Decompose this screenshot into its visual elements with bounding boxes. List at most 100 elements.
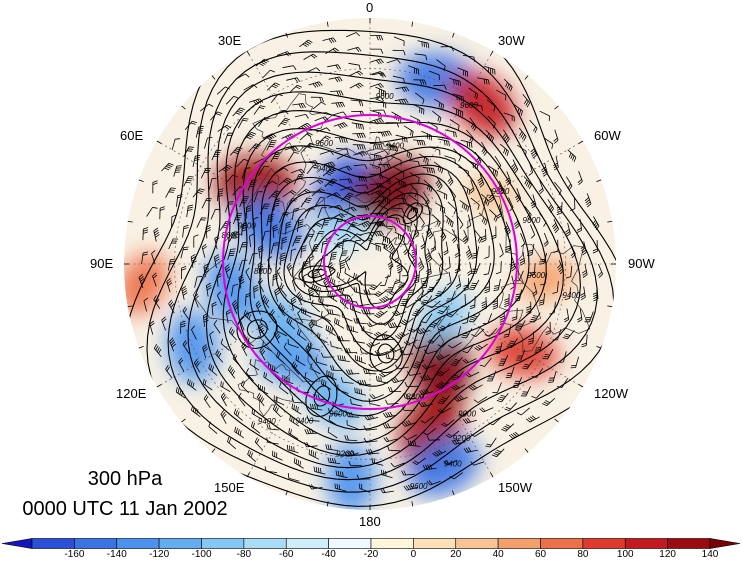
wind-barb (494, 155, 502, 170)
wind-barb (352, 144, 366, 150)
wind-barb (540, 273, 548, 286)
colorbar-box (328, 538, 372, 549)
colorbar-tick-label: 0 (410, 549, 417, 560)
wind-barb (301, 307, 312, 318)
colorbar-box (455, 538, 499, 549)
wind-barb (462, 311, 470, 324)
wind-barb (413, 223, 420, 238)
wind-barb (316, 265, 323, 280)
lon-tick (411, 501, 414, 507)
wind-barb (557, 260, 564, 275)
colorbar-tick-label: 100 (616, 549, 634, 560)
longitude-label: 150E (214, 480, 245, 495)
wind-barb (549, 301, 556, 315)
contour-label: 9400 (563, 291, 581, 300)
wind-barb (375, 242, 388, 250)
wind-barb (369, 281, 382, 291)
wind-barb (374, 310, 388, 318)
lon-tick (285, 490, 288, 496)
wind-barb (216, 86, 230, 95)
wind-barb (175, 387, 186, 399)
lon-tick (246, 472, 250, 478)
wind-barb (216, 291, 223, 306)
lon-tick (127, 305, 133, 308)
wind-barb (348, 233, 362, 242)
wind-barb (449, 472, 464, 480)
wind-barb (230, 146, 243, 156)
wind-barb (527, 243, 535, 257)
contour-label: 8800 (254, 267, 272, 276)
wind-barb (337, 355, 350, 362)
wind-barb (538, 252, 548, 265)
wind-barb (431, 214, 441, 227)
colorbar-box (158, 538, 202, 549)
wind-barb (272, 450, 283, 461)
wind-barb (182, 306, 190, 321)
wind-barb (186, 204, 194, 218)
colorbar-tick-label: 80 (577, 549, 589, 560)
wind-barb (484, 280, 490, 294)
wind-barb (416, 327, 431, 335)
wind-barb (325, 444, 338, 451)
wind-barb (186, 378, 197, 391)
wind-barb (379, 194, 390, 205)
wind-barb (325, 47, 339, 55)
wind-barb (357, 379, 371, 386)
wind-barb (516, 144, 527, 157)
wind-barb (426, 225, 434, 240)
wind-barb (223, 132, 234, 144)
wind-barb (245, 292, 252, 306)
wind-barb (584, 311, 594, 323)
wind-barb (266, 437, 279, 445)
wind-barb (327, 290, 338, 302)
wind-barb (310, 96, 324, 103)
wind-barb (491, 448, 505, 458)
wind-barb (369, 35, 384, 41)
longitude-line (395, 140, 584, 250)
wind-barb (369, 131, 384, 137)
wind-barb (288, 473, 300, 482)
wind-barb (470, 263, 481, 274)
wind-barb (426, 435, 441, 441)
wind-barb (463, 447, 478, 453)
lat-circle-outer (222, 114, 518, 410)
wind-barb (183, 146, 195, 157)
wind-barb (435, 354, 450, 361)
contour-label: 9600 (376, 92, 394, 101)
wind-barb (518, 127, 527, 142)
wind-barb (283, 342, 292, 356)
colorbar-box (31, 538, 75, 549)
wind-barb (312, 101, 326, 110)
wind-barb (251, 421, 261, 434)
wind-barb (247, 179, 257, 191)
wind-barb (466, 214, 472, 229)
colorbar-tick-label: -80 (236, 549, 252, 560)
wind-barb (309, 179, 324, 186)
wind-barb (267, 256, 273, 271)
lon-tick (452, 490, 455, 496)
wind-barb (331, 242, 344, 252)
lon-tick (596, 179, 602, 182)
wind-barb (530, 194, 537, 209)
lon-tick (607, 220, 613, 223)
wind-barb (317, 207, 327, 219)
wind-barb (215, 349, 224, 363)
wind-barb (556, 202, 563, 215)
anomaly-blob (410, 323, 471, 407)
wind-barb (523, 176, 532, 190)
lon-tick (211, 448, 216, 453)
wind-barb (165, 187, 176, 198)
wind-barb (258, 165, 270, 176)
wind-barb (249, 253, 258, 265)
wind-barb (306, 67, 321, 73)
colorbar-box (413, 538, 457, 549)
wind-barb (336, 153, 351, 160)
wind-barb (422, 464, 437, 470)
wind-barb (372, 109, 387, 115)
longitude-label: 90E (90, 256, 114, 271)
wind-barb (407, 160, 420, 167)
wind-barb (227, 436, 237, 450)
wind-barb (369, 230, 384, 237)
wind-barb (293, 457, 304, 469)
wind-barb (520, 386, 531, 397)
